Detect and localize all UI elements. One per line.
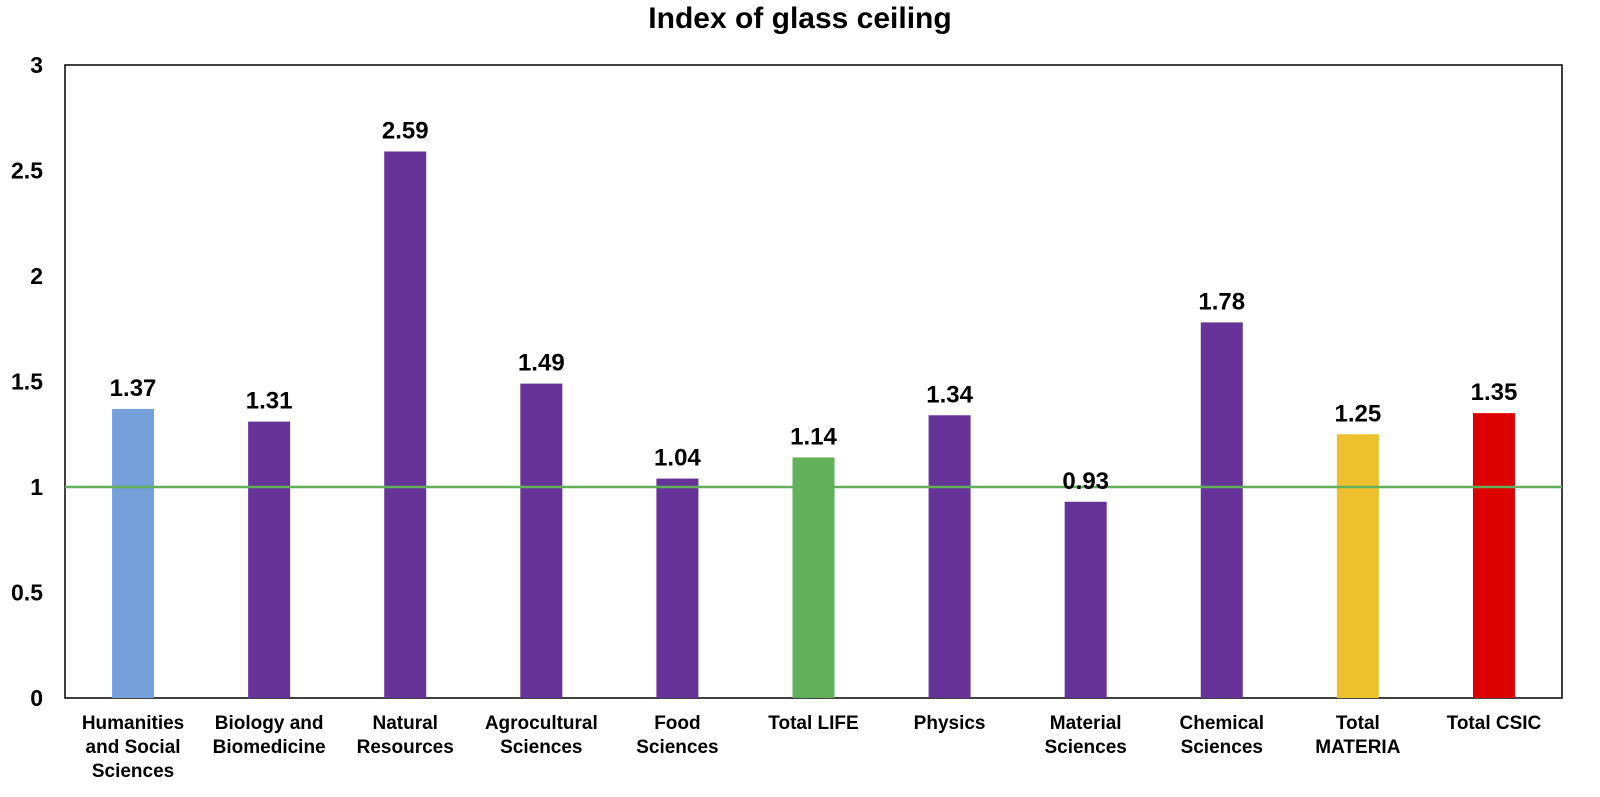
y-tick-label: 1.5 (11, 369, 43, 395)
bar (1064, 501, 1107, 698)
x-tick-label: Humanities and Social Sciences (82, 713, 184, 782)
data-label: 1.34 (926, 381, 973, 408)
bar (384, 151, 427, 698)
bar (112, 408, 155, 698)
y-tick-label: 2 (30, 263, 43, 289)
bar (928, 415, 971, 698)
x-tick-label: Food Sciences (636, 713, 718, 758)
data-label: 1.25 (1335, 400, 1382, 427)
y-tick-label: 0.5 (11, 580, 43, 606)
bar (1336, 434, 1379, 698)
x-tick-label: Material Sciences (1044, 713, 1126, 758)
y-tick-label: 2.5 (11, 158, 43, 184)
x-tick-label: Natural Resources (357, 713, 454, 758)
y-tick-label: 1 (30, 474, 43, 500)
data-label: 1.14 (790, 423, 837, 450)
x-tick-label: Chemical Sciences (1180, 713, 1264, 758)
data-label: 1.35 (1471, 379, 1518, 406)
chart-title: Index of glass ceiling (648, 2, 952, 35)
data-label: 1.37 (110, 375, 157, 402)
x-tick-label: Agrocultural Sciences (485, 713, 598, 758)
x-tick-label: Total CSIC (1447, 713, 1542, 734)
data-label: 1.31 (246, 388, 293, 415)
data-label: 1.78 (1198, 288, 1245, 315)
x-tick-label: Total LIFE (768, 713, 858, 734)
y-tick-label: 0 (30, 685, 43, 711)
bar (248, 421, 291, 698)
x-tick-label: Total MATERIA (1315, 713, 1400, 758)
y-tick-label: 3 (30, 52, 43, 78)
bar (792, 457, 835, 698)
bar (1200, 322, 1243, 698)
x-tick-label: Physics (914, 713, 986, 734)
bar (656, 478, 699, 698)
data-label: 1.49 (518, 350, 565, 377)
bar (1472, 413, 1515, 698)
data-label: 2.59 (382, 118, 429, 145)
bar (520, 383, 563, 698)
data-label: 0.93 (1062, 468, 1109, 495)
data-label: 1.04 (654, 445, 701, 472)
x-tick-label: Biology and Biomedicine (213, 713, 326, 758)
